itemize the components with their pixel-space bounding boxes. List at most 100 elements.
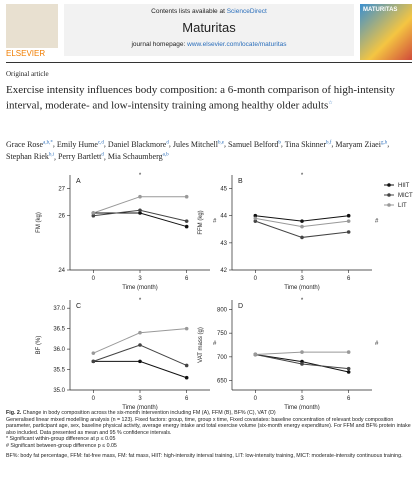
point: [253, 352, 258, 357]
series-line: [255, 220, 349, 238]
logo: [6, 4, 58, 48]
point: [184, 224, 189, 229]
author-name[interactable]: Mia Schaumberg: [107, 152, 163, 162]
y-tick-label: 45: [220, 187, 227, 193]
y-axis-label: FFM (kg): [198, 210, 204, 234]
point: [91, 213, 96, 218]
author-name[interactable]: Perry Bartlett: [58, 152, 102, 162]
y-tick-label: 700: [217, 355, 228, 361]
x-tick-label: 0: [254, 396, 258, 402]
y-tick-label: 36.0: [53, 347, 65, 353]
point: [91, 351, 96, 355]
author: Stephan Riekb,i: [6, 152, 54, 161]
author-name[interactable]: Tina Skinner: [284, 139, 326, 149]
point: [346, 370, 351, 374]
author-name[interactable]: Samuel Belford: [227, 139, 279, 149]
author-name[interactable]: Jules Mitchell: [172, 139, 218, 149]
figure: A 24 26 27 0 3 6 Time (month) FM (kg) * # B 42 43 44 45…: [36, 173, 413, 410]
x-tick-label: 6: [347, 396, 351, 402]
cover-title: MATURITAS: [363, 7, 398, 13]
x-tick-label: 6: [185, 276, 189, 282]
article-type: Original article: [6, 70, 49, 78]
point: [300, 219, 304, 223]
point: [91, 211, 96, 215]
author-aff: b,i: [48, 152, 55, 158]
point: [253, 213, 258, 218]
author-aff: d: [101, 152, 104, 158]
x-tick-label: 0: [92, 396, 96, 402]
author-name[interactable]: Stephan Riek: [6, 152, 49, 162]
annotation: #: [213, 341, 217, 347]
author-aff: a,b,*: [43, 140, 53, 145]
legend-marker: [387, 193, 391, 197]
title-mark: ☆: [328, 101, 333, 106]
x-axis-label: Time (month): [284, 285, 319, 291]
y-axis-label: VAT mass (g): [198, 327, 204, 363]
y-tick-label: 750: [217, 331, 228, 337]
annotation: *: [301, 173, 304, 179]
y-tick-label: 37.0: [53, 306, 65, 312]
y-tick-label: 44: [220, 214, 227, 220]
author-name[interactable]: Daniel Blackmore: [107, 139, 167, 149]
y-tick-label: 35.5: [53, 368, 65, 374]
x-tick-label: 0: [92, 276, 96, 282]
annotation: #: [375, 219, 379, 225]
y-tick-label: 26: [58, 214, 65, 220]
author-aff: b,f: [326, 140, 332, 145]
author: Daniel Blackmored: [108, 140, 169, 149]
x-tick-label: 6: [185, 396, 189, 402]
publisher: ELSEVIER: [6, 49, 46, 58]
point: [138, 208, 142, 213]
author-aff: b: [278, 140, 281, 145]
author-name[interactable]: Grace Rose: [6, 139, 44, 149]
legend-label: MICT: [398, 193, 413, 199]
series-line: [93, 212, 187, 228]
x-axis-label: Time (month): [122, 285, 157, 291]
sciencedirect[interactable]: ScienceDirect: [226, 8, 267, 15]
point: [346, 366, 351, 371]
series-line: [93, 360, 187, 379]
x-tick-label: 3: [300, 396, 304, 402]
caption-label: Fig. 2.: [6, 410, 22, 416]
caption-line: * Significant within-group difference at…: [6, 436, 116, 443]
x-axis-label: Time (month): [284, 405, 319, 410]
point: [346, 230, 351, 234]
author: Grace Rosea,b,*: [6, 140, 53, 149]
authors: Grace Rosea,b,*, Emily Humec,d, Daniel B…: [6, 139, 390, 162]
author-name[interactable]: Emily Hume: [56, 139, 98, 149]
point: [300, 224, 304, 229]
legend-label: LIT: [398, 203, 407, 209]
caption-line: BF%: body fat percentage, FFM: fat-free …: [6, 452, 403, 459]
author-aff: d: [166, 140, 169, 145]
title-text: Exercise intensity influences body compo…: [6, 84, 395, 112]
caption-line: # Significant between-group difference p…: [6, 442, 117, 449]
annotation: *: [301, 298, 304, 304]
rule: [6, 62, 412, 63]
point: [300, 235, 304, 240]
annotation: #: [375, 341, 379, 347]
author-aff: b,e: [217, 140, 224, 145]
annotation: *: [139, 298, 142, 304]
y-tick-label: 43: [220, 241, 227, 247]
author-name[interactable]: Maryam Ziaei: [335, 139, 381, 149]
point: [184, 219, 189, 223]
url[interactable]: www.elsevier.com/locate/maturitas: [187, 41, 287, 48]
legend-marker: [387, 203, 391, 207]
y-tick-label: 800: [217, 307, 228, 313]
author: Mia Schaumberga,b: [108, 152, 169, 161]
point: [138, 211, 142, 215]
legend-label: HIIT: [398, 183, 410, 189]
journal-box: Contents lists available at ScienceDirec…: [64, 4, 354, 56]
x-tick-label: 0: [254, 276, 258, 282]
legend-marker: [387, 183, 391, 187]
point: [346, 350, 351, 354]
x-tick-label: 3: [138, 276, 142, 282]
panel-label: A: [76, 178, 81, 185]
annotation: *: [139, 173, 142, 179]
caption: Fig. 2. Change in body composition acros…: [6, 410, 412, 459]
y-axis-label: BF (%): [36, 336, 42, 355]
author-aff: c,d: [97, 140, 104, 145]
x-tick-label: 6: [347, 276, 351, 282]
author: Perry Bartlettd: [58, 152, 104, 161]
